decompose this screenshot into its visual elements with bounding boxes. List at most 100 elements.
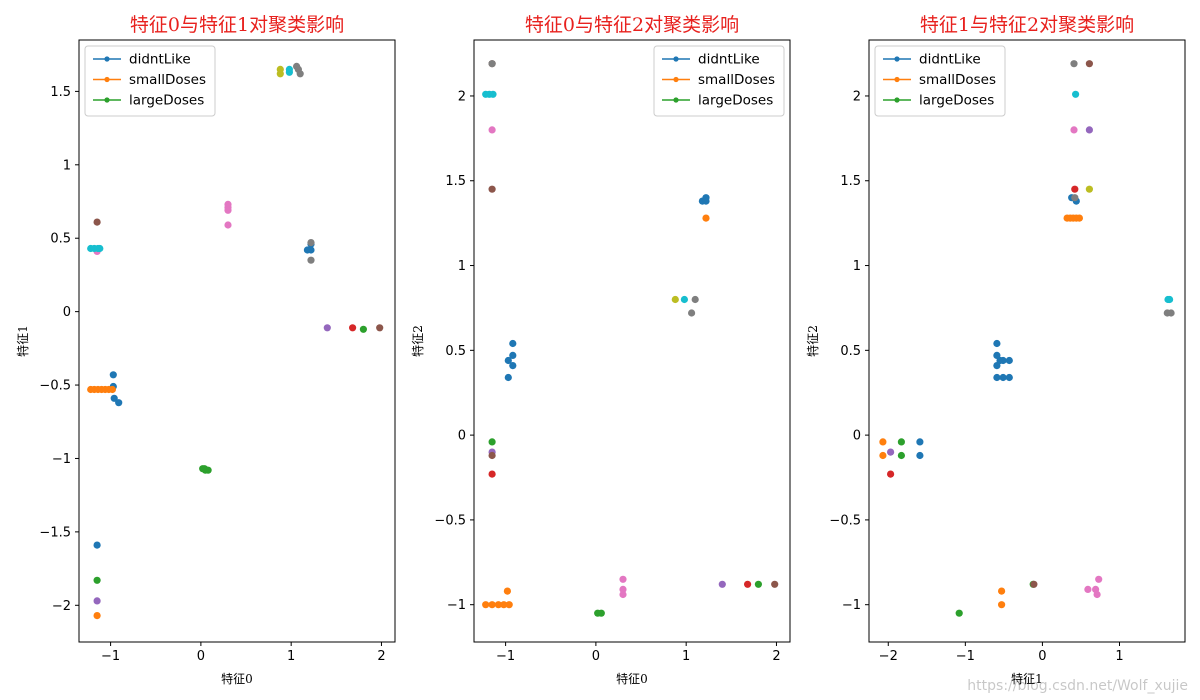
point-c3-1 — [488, 470, 496, 478]
point-c0-7 — [999, 373, 1007, 382]
y-tick-label: 0 — [458, 429, 466, 444]
x-tick-label: 2 — [772, 649, 780, 664]
legend: didntLike smallDoses largeDoses — [653, 45, 785, 117]
point-c0-6 — [993, 373, 1001, 382]
legend-marker — [104, 56, 110, 62]
y-tick-label: −0.5 — [829, 513, 861, 528]
y-tick-label: −0.5 — [39, 379, 71, 394]
point-c5-0 — [376, 324, 384, 332]
point-c6-0 — [1070, 126, 1078, 134]
point-c5-2 — [488, 185, 496, 193]
point-c5-3 — [488, 451, 496, 460]
y-tick-label: 1 — [458, 259, 466, 274]
legend-label: didntLike — [698, 52, 760, 68]
y-tick-label: 1.5 — [840, 174, 861, 189]
point-c1-0 — [482, 601, 490, 609]
axes-frame — [78, 39, 396, 643]
point-c2-3 — [754, 580, 763, 588]
y-tick-label: 1.5 — [445, 174, 466, 189]
x-tick-label: 1 — [1115, 649, 1123, 664]
y-tick-label: 1.5 — [50, 85, 71, 100]
point-c9-2 — [489, 90, 497, 98]
y-tick-label: −0.5 — [434, 513, 466, 528]
point-c4-1 — [93, 597, 101, 605]
point-c0-0 — [504, 356, 512, 365]
point-c1-8 — [998, 601, 1006, 609]
point-c1-0 — [879, 438, 887, 446]
legend-box — [84, 45, 216, 117]
axes-frame — [868, 39, 1186, 643]
axes-frame — [473, 39, 791, 643]
legend-marker — [673, 76, 679, 83]
x-tick-label: 2 — [377, 649, 385, 664]
legend-label: largeDoses — [129, 93, 204, 109]
legend-label: didntLike — [129, 52, 191, 68]
point-c0-4 — [93, 541, 101, 549]
legend-marker — [894, 76, 900, 83]
y-tick-label: −1 — [52, 452, 71, 467]
point-c0-7 — [307, 246, 315, 254]
y-axis-label: 特征2 — [805, 325, 820, 357]
legend-box — [653, 45, 785, 117]
x-tick-label: 0 — [592, 649, 600, 664]
point-c9-5 — [285, 65, 293, 73]
point-c1-3 — [500, 601, 508, 609]
point-c0-7 — [702, 197, 710, 205]
point-c7-3 — [307, 256, 315, 264]
point-c0-4 — [999, 356, 1007, 365]
x-tick-label: −1 — [956, 649, 975, 664]
point-c6-3 — [224, 221, 232, 229]
legend-marker — [894, 56, 900, 62]
point-c0-10 — [916, 451, 924, 460]
point-c0-9 — [916, 438, 924, 446]
point-c7-2 — [488, 60, 496, 68]
scatter-points — [482, 60, 779, 617]
point-c4-0 — [323, 324, 331, 332]
point-c2-5 — [93, 576, 101, 584]
point-c7-0 — [688, 309, 696, 317]
point-c3-0 — [887, 470, 895, 478]
legend-marker — [104, 76, 110, 83]
y-tick-label: 0 — [853, 429, 861, 444]
legend-marker — [104, 97, 110, 103]
point-c0-0 — [993, 339, 1001, 348]
point-c9-2 — [1166, 295, 1174, 304]
x-tick-label: 1 — [682, 649, 690, 664]
point-c9-3 — [96, 244, 104, 253]
point-c1-4 — [505, 601, 513, 609]
y-tick-label: 0 — [63, 305, 71, 320]
chart-title: 特征0与特征2对聚类影响 — [525, 14, 739, 36]
point-c4-1 — [1085, 126, 1093, 134]
point-c3-1 — [1071, 185, 1079, 193]
y-tick-label: −1 — [447, 598, 466, 613]
point-c6-3 — [488, 126, 496, 134]
legend: didntLike smallDoses largeDoses — [874, 45, 1006, 117]
point-c6-1 — [619, 585, 627, 594]
point-c2-0 — [897, 438, 906, 446]
point-c1-6 — [1075, 214, 1083, 222]
point-c2-4 — [359, 325, 367, 333]
point-c6-3 — [1093, 590, 1101, 599]
legend-label: didntLike — [919, 52, 981, 68]
x-tick-label: 0 — [197, 649, 205, 664]
subplot-1: −1 0 1 2 −2 −1.5 −1 −0.5 0 0.5 1 1.5 特征0与特征1对聚类影响特征0… — [15, 14, 396, 686]
legend-box — [874, 45, 1006, 117]
y-tick-label: 0.5 — [840, 344, 861, 359]
point-c6-2 — [224, 206, 232, 214]
point-c7-1 — [691, 295, 699, 304]
point-c0-2 — [110, 394, 118, 402]
legend-marker — [673, 97, 679, 103]
point-c0-1 — [504, 373, 512, 382]
point-c9-0 — [1072, 90, 1080, 98]
point-c0-8 — [1005, 373, 1013, 382]
legend-label: smallDoses — [919, 72, 996, 88]
legend-label: smallDoses — [698, 72, 775, 88]
point-c3-0 — [744, 580, 752, 588]
y-tick-label: −1 — [842, 598, 861, 613]
point-c0-3 — [115, 399, 123, 407]
point-c3-0 — [349, 324, 357, 332]
legend-label: largeDoses — [698, 93, 773, 109]
